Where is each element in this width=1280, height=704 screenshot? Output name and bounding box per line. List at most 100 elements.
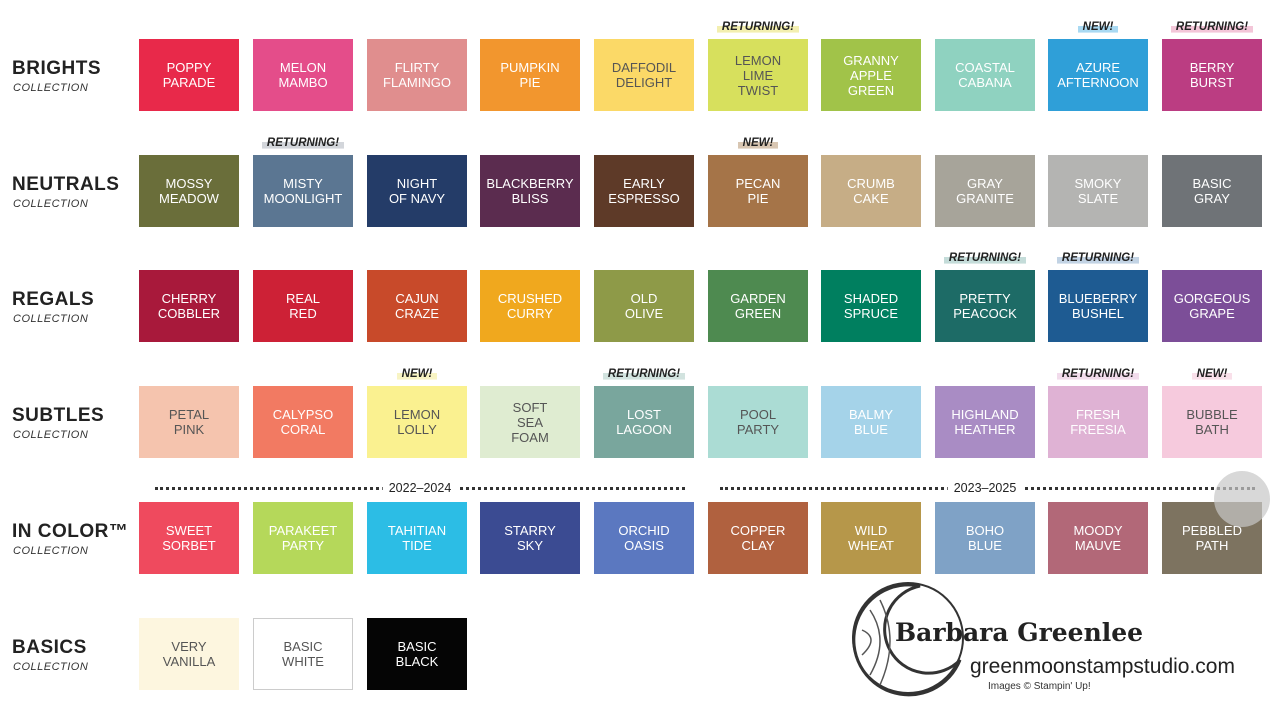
swatch-label: GARDEN bbox=[730, 291, 786, 306]
swatch-label: TAHITIAN bbox=[387, 523, 447, 538]
swatch-label: GRAPE bbox=[1189, 306, 1235, 321]
swatch-label: ESPRESSO bbox=[608, 191, 680, 206]
swatch-label: BLISS bbox=[511, 191, 549, 206]
swatch-label: COBBLER bbox=[157, 306, 221, 321]
swatch-label: SMOKY bbox=[1074, 176, 1122, 191]
swatch-label: BLUE bbox=[854, 422, 888, 437]
swatch-label: SORBET bbox=[162, 538, 216, 553]
swatch: BALMY BLUE bbox=[821, 386, 921, 458]
divider-label: 2023–2025 bbox=[947, 481, 1023, 495]
swatch-label: MELON bbox=[279, 60, 327, 75]
swatch-label: APPLE bbox=[850, 67, 892, 83]
swatch-label: WHEAT bbox=[848, 538, 894, 553]
swatch-label: BOHO bbox=[965, 523, 1005, 538]
credit-site: greenmoonstampstudio.com bbox=[970, 655, 1235, 678]
tag-text: RETURNING! bbox=[602, 368, 686, 380]
swatch: MELON MAMBO bbox=[253, 39, 353, 111]
swatch-tag: RETURNING! bbox=[1162, 21, 1262, 33]
tag-text: NEW! bbox=[737, 137, 779, 149]
moon-logo bbox=[852, 582, 964, 697]
swatch-label: CABANA bbox=[958, 75, 1012, 90]
swatch-tag: NEW! bbox=[367, 368, 467, 380]
swatch: BLACKBERRY BLISS bbox=[480, 155, 580, 227]
swatch-tag: RETURNING! bbox=[935, 252, 1035, 264]
swatch-label: GREEN bbox=[734, 306, 782, 321]
swatch: REAL RED bbox=[253, 270, 353, 342]
tag-text: RETURNING! bbox=[716, 21, 800, 33]
swatch-label: HIGHLAND bbox=[951, 407, 1019, 422]
swatch-label: GRAY bbox=[1194, 191, 1230, 206]
swatch-label: PIE bbox=[747, 191, 769, 206]
swatch-label: PETAL bbox=[168, 407, 210, 422]
swatch-label: BERRY bbox=[1189, 60, 1235, 75]
swatch-label: TWIST bbox=[737, 82, 779, 98]
swatch-label: FLIRTY bbox=[394, 60, 440, 75]
swatch: PETAL PINK bbox=[139, 386, 239, 458]
swatch: SOFT SEA FOAM bbox=[480, 386, 580, 458]
swatch: COASTAL CABANA bbox=[935, 39, 1035, 111]
swatch: LOST LAGOON bbox=[594, 386, 694, 458]
swatch-label: POPPY bbox=[166, 60, 212, 75]
swatch-label: GRANITE bbox=[956, 191, 1014, 206]
swatch: PARAKEET PARTY bbox=[253, 502, 353, 574]
swatch-label: CRUMB bbox=[847, 176, 895, 191]
swatch-label: SHADED bbox=[843, 291, 899, 306]
swatch-label: CAJUN bbox=[395, 291, 439, 306]
swatch: BERRY BURST bbox=[1162, 39, 1262, 111]
swatch-label: DAFFODIL bbox=[611, 60, 677, 75]
swatch-label: PATH bbox=[1195, 538, 1229, 553]
swatch: WILD WHEAT bbox=[821, 502, 921, 574]
swatch: PUMPKIN PIE bbox=[480, 39, 580, 111]
row-name: BRIGHTS bbox=[12, 58, 101, 79]
swatch: EARLY ESPRESSO bbox=[594, 155, 694, 227]
swatch: GARDEN GREEN bbox=[708, 270, 808, 342]
swatch-label: BASIC bbox=[283, 639, 323, 654]
tag-text: RETURNING! bbox=[261, 137, 345, 149]
row-subtitle: COLLECTION bbox=[13, 82, 89, 94]
row-subtitle: COLLECTION bbox=[13, 313, 89, 325]
swatch-label: FRESH bbox=[1075, 407, 1121, 422]
swatch-label: NIGHT bbox=[396, 176, 438, 191]
divider-label: 2022–2024 bbox=[382, 481, 458, 495]
swatch-label: BLACKBERRY bbox=[486, 176, 574, 191]
swatch-tag: RETURNING! bbox=[253, 137, 353, 149]
swatch: CALYPSO CORAL bbox=[253, 386, 353, 458]
swatch: COPPER CLAY bbox=[708, 502, 808, 574]
swatch-label: BUBBLE bbox=[1186, 407, 1238, 422]
swatch: BUBBLE BATH bbox=[1162, 386, 1262, 458]
swatch: BLUEBERRY BUSHEL bbox=[1048, 270, 1148, 342]
swatch-label: GRAY bbox=[967, 176, 1003, 191]
row-subtitle: COLLECTION bbox=[13, 429, 89, 441]
row-subtitle: COLLECTION bbox=[13, 198, 89, 210]
overlay-button[interactable] bbox=[1214, 471, 1270, 527]
swatch: PEBBLED PATH bbox=[1162, 502, 1262, 574]
swatch-label: SKY bbox=[516, 538, 543, 553]
swatch-label: WILD bbox=[854, 523, 888, 538]
swatch-label: EARLY bbox=[623, 176, 665, 191]
row-subtitle: COLLECTION bbox=[13, 661, 89, 673]
swatch-label: BURST bbox=[1189, 75, 1235, 90]
swatch-label: SWEET bbox=[165, 523, 213, 538]
swatch: GRANNY APPLE GREEN bbox=[821, 39, 921, 111]
swatch: PRETTY PEACOCK bbox=[935, 270, 1035, 342]
swatch-label: PARTY bbox=[736, 422, 780, 437]
swatch: MOSSY MEADOW bbox=[139, 155, 239, 227]
swatch: AZURE AFTERNOON bbox=[1048, 39, 1148, 111]
swatch: CRUSHED CURRY bbox=[480, 270, 580, 342]
row-name: REGALS bbox=[12, 289, 95, 310]
swatch-tag: NEW! bbox=[708, 137, 808, 149]
swatch-label: PIE bbox=[519, 75, 541, 90]
swatch-label: BLUE bbox=[968, 538, 1002, 553]
swatch-label: OLD bbox=[630, 291, 658, 306]
swatch-label: SLATE bbox=[1077, 191, 1119, 206]
swatch-label: AFTERNOON bbox=[1057, 75, 1139, 90]
swatch: SWEET SORBET bbox=[139, 502, 239, 574]
row-name: SUBTLES bbox=[12, 405, 105, 426]
swatch: FRESH FREESIA bbox=[1048, 386, 1148, 458]
swatch-label: PUMPKIN bbox=[500, 60, 560, 75]
swatch-label: LIME bbox=[742, 67, 774, 83]
swatch-label: MOSSY bbox=[165, 176, 213, 191]
swatch-label: VERY bbox=[171, 639, 207, 654]
swatch: GRAY GRANITE bbox=[935, 155, 1035, 227]
